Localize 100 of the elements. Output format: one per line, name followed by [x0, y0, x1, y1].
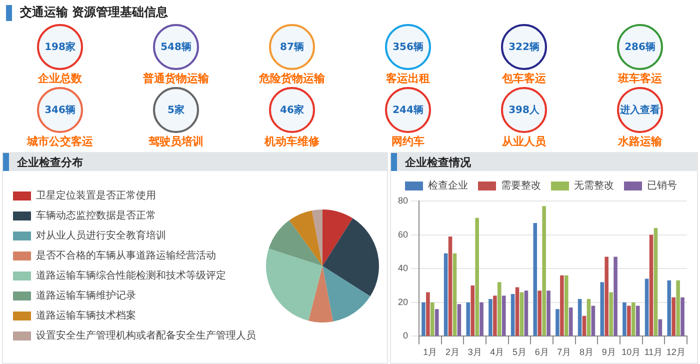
- x-tick-label: 8月: [579, 347, 594, 358]
- bar: [510, 294, 515, 336]
- category-label: 驾驶员培训: [148, 135, 204, 148]
- bar: [609, 292, 613, 336]
- x-tick-label: 7月: [557, 347, 572, 358]
- y-tick-label: 0: [402, 330, 408, 341]
- bar: [568, 307, 573, 336]
- bar: [600, 282, 604, 336]
- bar: [422, 302, 426, 336]
- y-tick-label: 20: [398, 296, 408, 307]
- bar: [680, 297, 684, 336]
- legend-label: 道路运输车辆综合性能检测和技术等级评定: [36, 270, 226, 282]
- bar: [430, 302, 434, 336]
- bar: [586, 299, 591, 336]
- bar: [538, 290, 542, 336]
- legend-label: 车辆动态监控数据是否正常: [36, 210, 156, 222]
- bar: [488, 299, 492, 336]
- text: 进入查看: [620, 105, 660, 116]
- legend-label: 是否不合格的车辆从事道路运输经营活动: [36, 250, 216, 262]
- bar: [524, 290, 528, 336]
- category-label: 企业总数: [37, 72, 83, 85]
- x-tick-label: 10月: [622, 347, 641, 358]
- bar: [498, 282, 502, 336]
- category-label: 城市公交客运: [26, 135, 94, 148]
- text: 46家: [280, 105, 304, 116]
- category-label: 从业人员: [500, 135, 547, 148]
- bar: [502, 296, 506, 336]
- bar: [533, 222, 538, 336]
- legend-label: 已销号: [647, 180, 677, 192]
- bar: [560, 275, 564, 336]
- chart-title: 企业检查情况: [405, 154, 471, 170]
- text: 346辆: [44, 105, 76, 116]
- text: 286辆: [624, 42, 656, 53]
- bar: [578, 299, 582, 336]
- category-label: 水路运输: [616, 135, 663, 148]
- y-tick-label: 60: [398, 229, 408, 240]
- x-tick-label: 9月: [602, 347, 616, 358]
- bar: [434, 309, 439, 336]
- bar: [627, 306, 631, 336]
- text: 398人: [508, 105, 540, 116]
- category-label: 普通货物运输: [142, 72, 210, 85]
- bar: [654, 228, 658, 336]
- bar: [520, 292, 524, 336]
- x-tick-label: 6月: [534, 347, 549, 358]
- bar: [546, 290, 550, 336]
- bar: [658, 319, 662, 336]
- chart-title: 企业检查分布: [17, 154, 83, 170]
- text: 356辆: [392, 42, 424, 53]
- category-label: 危险货物运输: [258, 72, 326, 85]
- legend-label: 卫星定位装置是否正常使用: [36, 190, 156, 202]
- x-tick-label: 1月: [423, 347, 438, 358]
- bar: [470, 286, 475, 336]
- legend-label: 无需整改: [574, 180, 614, 192]
- bar: [466, 302, 470, 336]
- legend-label: 需要整改: [501, 180, 541, 192]
- bar: [448, 236, 452, 336]
- bar: [604, 256, 608, 336]
- legend-label: 对从业人员进行安全教育培训: [36, 230, 166, 242]
- bar: [591, 306, 596, 336]
- legend-label: 道路运输车辆技术档案: [36, 310, 136, 322]
- text: 548辆: [160, 42, 192, 53]
- category-label: 客运出租: [385, 72, 431, 85]
- bar: [632, 302, 636, 336]
- legend-label: 道路运输车辆维护记录: [36, 290, 136, 302]
- bar: [582, 316, 586, 336]
- bar: [493, 296, 497, 336]
- legend-label: 设置安全生产管理机构或者配备安全生产管理人员: [36, 330, 256, 342]
- category-label: 包车客运: [500, 72, 547, 85]
- bar: [515, 287, 520, 336]
- x-tick-label: 5月: [512, 347, 527, 358]
- category-label: 网约车: [390, 135, 426, 148]
- bar: [444, 253, 448, 336]
- x-tick-label: 11月: [644, 347, 663, 358]
- bar: [672, 297, 676, 336]
- bar: [457, 304, 462, 336]
- text: 87辆: [280, 42, 304, 53]
- bar: [564, 275, 568, 336]
- bar: [614, 256, 618, 336]
- bar: [676, 280, 680, 336]
- text: 198家: [44, 42, 76, 53]
- y-tick-label: 40: [398, 263, 408, 274]
- bar: [480, 302, 484, 336]
- x-tick-label: 12月: [666, 347, 686, 358]
- text: 交通运输 资源管理基础信息: [20, 4, 168, 21]
- bar: [622, 302, 626, 336]
- legend-label: 检查企业: [428, 180, 468, 192]
- bar: [426, 292, 430, 336]
- bar: [667, 280, 672, 336]
- text: 5家: [168, 105, 184, 116]
- text: 322辆: [508, 42, 540, 53]
- category-label: 机动车维修: [263, 135, 320, 148]
- bar: [649, 234, 654, 336]
- text: 244辆: [392, 105, 424, 116]
- bar: [452, 253, 457, 336]
- category-label: 班车客运: [616, 72, 663, 85]
- x-tick-label: 2月: [446, 347, 460, 358]
- x-tick-label: 3月: [468, 347, 482, 358]
- bar: [475, 218, 479, 336]
- x-tick-label: 4月: [490, 347, 504, 358]
- bar: [542, 206, 546, 336]
